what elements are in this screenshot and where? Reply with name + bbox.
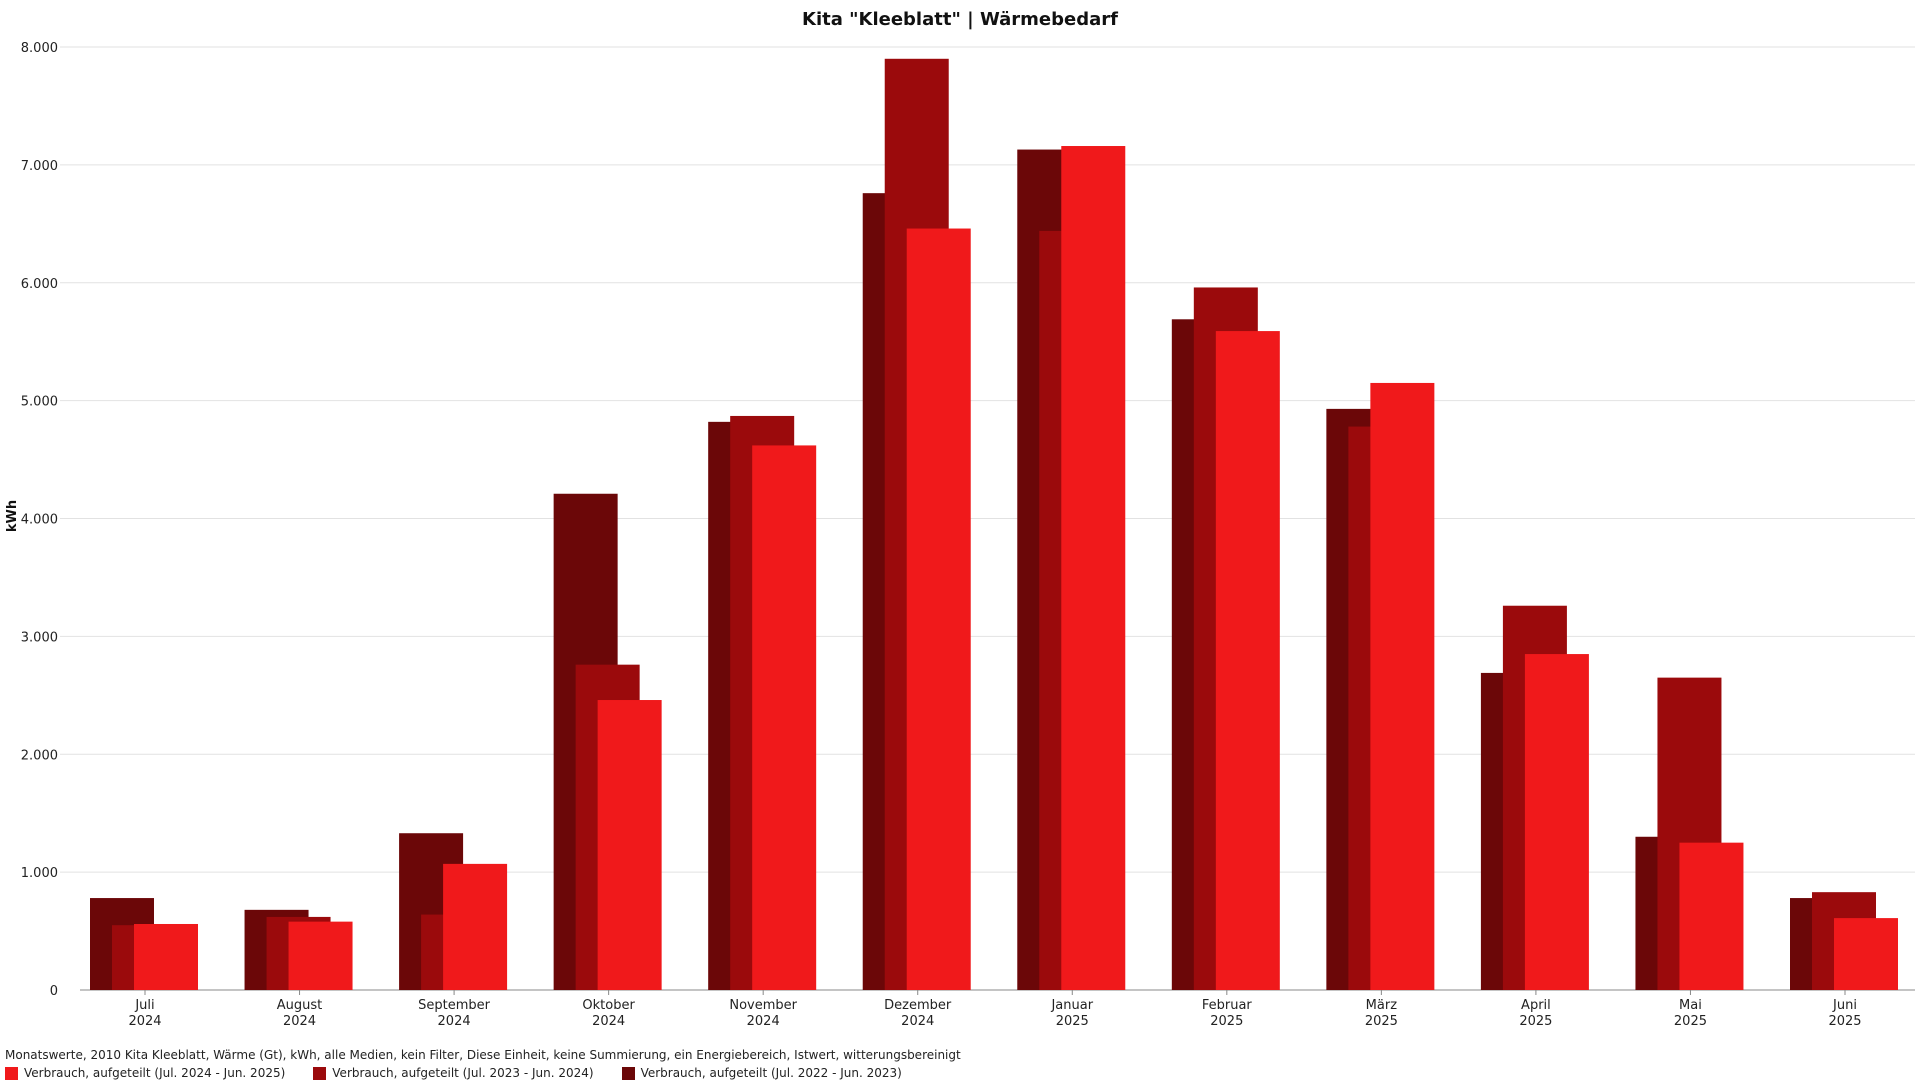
x-tick-label-year: 2025 xyxy=(1828,1014,1861,1029)
legend-item[interactable]: Verbrauch, aufgeteilt (Jul. 2024 - Jun. … xyxy=(5,1066,285,1080)
y-axis: 0 1.000 2.000 3.000 4.000 5.000 6.000 7.000 8.00… xyxy=(21,41,58,999)
chart-title: Kita "Kleeblatt" | Wärmebedarf xyxy=(802,9,1118,30)
bar-februar-series-3[interactable] xyxy=(1215,331,1280,990)
x-tick-label-year: 2024 xyxy=(592,1014,625,1029)
x-tick-label-year: 2025 xyxy=(1674,1014,1707,1029)
x-tick-label-month: Oktober xyxy=(582,998,635,1013)
bar-märz-series-3[interactable] xyxy=(1370,382,1435,991)
x-tick-label-year: 2024 xyxy=(747,1014,780,1029)
y-tick-label: 0 xyxy=(50,984,58,999)
x-tick-label-year: 2025 xyxy=(1519,1014,1552,1029)
x-tick-label-month: Juni xyxy=(1832,998,1857,1013)
x-tick-label-year: 2024 xyxy=(283,1014,316,1029)
legend-label: Verbrauch, aufgeteilt (Jul. 2024 - Jun. … xyxy=(24,1066,286,1080)
bar-oktober-series-3[interactable] xyxy=(597,700,662,990)
bars xyxy=(90,58,1898,991)
grid xyxy=(60,46,1915,991)
legend-swatch xyxy=(621,1066,635,1080)
y-tick-label: 3.000 xyxy=(21,630,58,645)
x-tick-label-year: 2024 xyxy=(438,1014,471,1029)
chart-footer-note: Monatswerte, 2010 Kita Kleeblatt, Wärme … xyxy=(5,1048,961,1062)
y-tick-label: 5.000 xyxy=(21,395,58,410)
legend-label: Verbrauch, aufgeteilt (Jul. 2022 - Jun. … xyxy=(640,1066,902,1080)
legend-label: Verbrauch, aufgeteilt (Jul. 2023 - Jun. … xyxy=(332,1066,594,1080)
bar-november-series-3[interactable] xyxy=(752,445,817,991)
x-tick-label-month: Januar xyxy=(1050,998,1093,1013)
x-axis: Juli2024August2024September2024Oktober20… xyxy=(128,990,1862,1029)
x-tick-label-year: 2025 xyxy=(1210,1014,1243,1029)
x-tick-label-year: 2025 xyxy=(1365,1014,1398,1029)
bar-september-series-3[interactable] xyxy=(443,863,508,990)
y-axis-label: kWh xyxy=(5,500,20,532)
bar-april-series-3[interactable] xyxy=(1524,654,1589,990)
legend-item[interactable]: Verbrauch, aufgeteilt (Jul. 2023 - Jun. … xyxy=(313,1066,594,1080)
y-tick-label: 8.000 xyxy=(21,41,58,56)
x-tick-label-month: März xyxy=(1366,998,1398,1013)
x-tick-label-month: April xyxy=(1521,998,1551,1013)
chart: Kita "Kleeblatt" | Wärmebedarf kWh 0 1.00… xyxy=(5,9,1915,1029)
bar-august-series-3[interactable] xyxy=(288,921,353,990)
x-tick-label-month: Mai xyxy=(1679,998,1702,1013)
y-tick-label: 1.000 xyxy=(21,866,58,881)
bar-mai-series-3[interactable] xyxy=(1679,842,1744,990)
bar-januar-series-3[interactable] xyxy=(1061,146,1126,990)
y-tick-label: 4.000 xyxy=(21,513,58,528)
x-tick-label-month: Dezember xyxy=(884,998,952,1013)
x-tick-label-month: September xyxy=(418,998,491,1013)
x-tick-label-year: 2025 xyxy=(1056,1014,1089,1029)
legend-swatch xyxy=(5,1066,18,1080)
y-tick-label: 6.000 xyxy=(21,277,58,292)
bar-juni-series-3[interactable] xyxy=(1834,918,1898,990)
x-tick-label-month: Februar xyxy=(1202,998,1253,1013)
x-tick-label-month: Juli xyxy=(134,998,154,1013)
x-tick-label-month: November xyxy=(729,998,797,1013)
x-tick-label-month: August xyxy=(277,998,323,1013)
y-tick-label: 2.000 xyxy=(21,748,58,763)
legend-item[interactable]: Verbrauch, aufgeteilt (Jul. 2022 - Jun. … xyxy=(621,1066,902,1080)
legend: Verbrauch, aufgeteilt (Jul. 2024 - Jun. … xyxy=(5,1066,902,1080)
bar-dezember-series-3[interactable] xyxy=(906,228,971,991)
x-tick-label-year: 2024 xyxy=(901,1014,934,1029)
bar-juli-series-3[interactable] xyxy=(134,923,198,990)
legend-swatch xyxy=(313,1066,327,1080)
x-tick-label-year: 2024 xyxy=(128,1014,161,1029)
y-tick-label: 7.000 xyxy=(21,159,58,174)
